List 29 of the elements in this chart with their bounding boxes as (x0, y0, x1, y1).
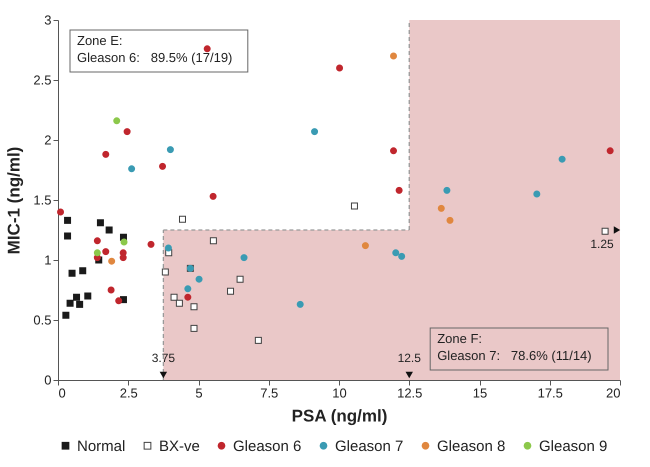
annotation: 3.75 (152, 351, 176, 365)
legend-label: Gleason 7 (335, 438, 404, 455)
x-tick-label: 7.5 (260, 386, 278, 400)
y-tick-label: 0 (44, 372, 52, 388)
legend-label: Gleason 9 (539, 438, 608, 455)
x-tick-label: 5 (195, 386, 203, 400)
y-tick-label: 1.5 (33, 192, 52, 208)
annotation: 1.25 (590, 237, 614, 251)
x-tick-label: 0 (58, 386, 66, 400)
y-tick-label: 3 (44, 12, 52, 28)
y-axis-title: MIC-1 (ng/ml) (4, 146, 24, 254)
y-tick-label: 2.5 (33, 72, 52, 88)
x-tick-label: 20 (606, 386, 620, 400)
annotation: 12.5 (398, 351, 422, 365)
x-tick-label: 12.5 (397, 386, 422, 400)
legend-label: BX-ve (159, 438, 200, 455)
y-tick-label: 1 (44, 252, 52, 268)
y-tick-label: 2 (44, 132, 52, 148)
x-tick-label: 15 (472, 386, 488, 400)
annotation: Zone E: Gleason 6: 89.5% (17/19) (77, 33, 232, 65)
legend-label: Normal (77, 438, 126, 455)
x-tick-label: 2.5 (120, 386, 138, 400)
legend-label: Gleason 8 (437, 438, 506, 455)
annotation: Zone F: Gleason 7: 78.6% (11/14) (437, 331, 592, 363)
x-tick-label: 10 (332, 386, 347, 400)
y-tick-label: 0.5 (33, 312, 52, 328)
x-axis-title: PSA (ng/ml) (292, 406, 388, 426)
legend-label: Gleason 6 (233, 438, 302, 455)
x-tick-label: 17.5 (538, 386, 563, 400)
